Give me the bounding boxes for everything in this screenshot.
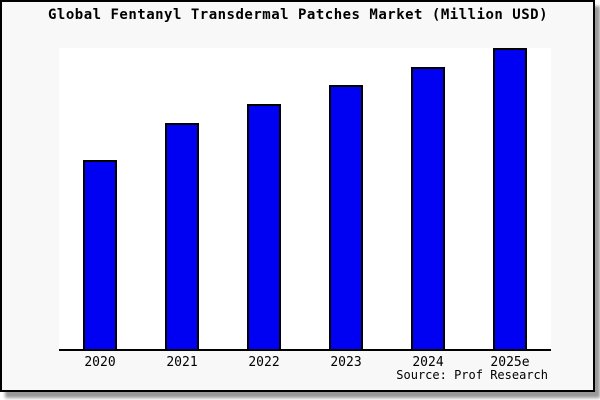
source-note: Source: Prof Research (396, 368, 548, 382)
x-tick-label-2020: 2020 (84, 355, 116, 370)
bar-2023 (329, 85, 363, 349)
bar-slot (387, 48, 469, 349)
bar-2021 (165, 123, 199, 349)
x-axis-tick-labels: 2020 2021 2022 2023 2024 2025e (59, 355, 551, 370)
bar-2022 (247, 104, 281, 349)
bars-row (59, 48, 551, 349)
bar-2020 (83, 160, 117, 349)
plot-area (59, 48, 551, 351)
bar-2024 (411, 67, 445, 349)
bar-slot (305, 48, 387, 349)
x-tick-label-2022: 2022 (248, 355, 280, 370)
bar-slot (469, 48, 551, 349)
bar-slot (59, 48, 141, 349)
bar-2025e (493, 48, 527, 349)
x-tick-label-2024: 2024 (412, 355, 444, 370)
chart-title: Global Fentanyl Transdermal Patches Mark… (47, 7, 548, 23)
bar-slot (141, 48, 223, 349)
x-tick-label-2025e: 2025e (490, 355, 530, 370)
x-tick-label-2021: 2021 (166, 355, 198, 370)
x-tick-label-2023: 2023 (330, 355, 362, 370)
bar-slot (223, 48, 305, 349)
